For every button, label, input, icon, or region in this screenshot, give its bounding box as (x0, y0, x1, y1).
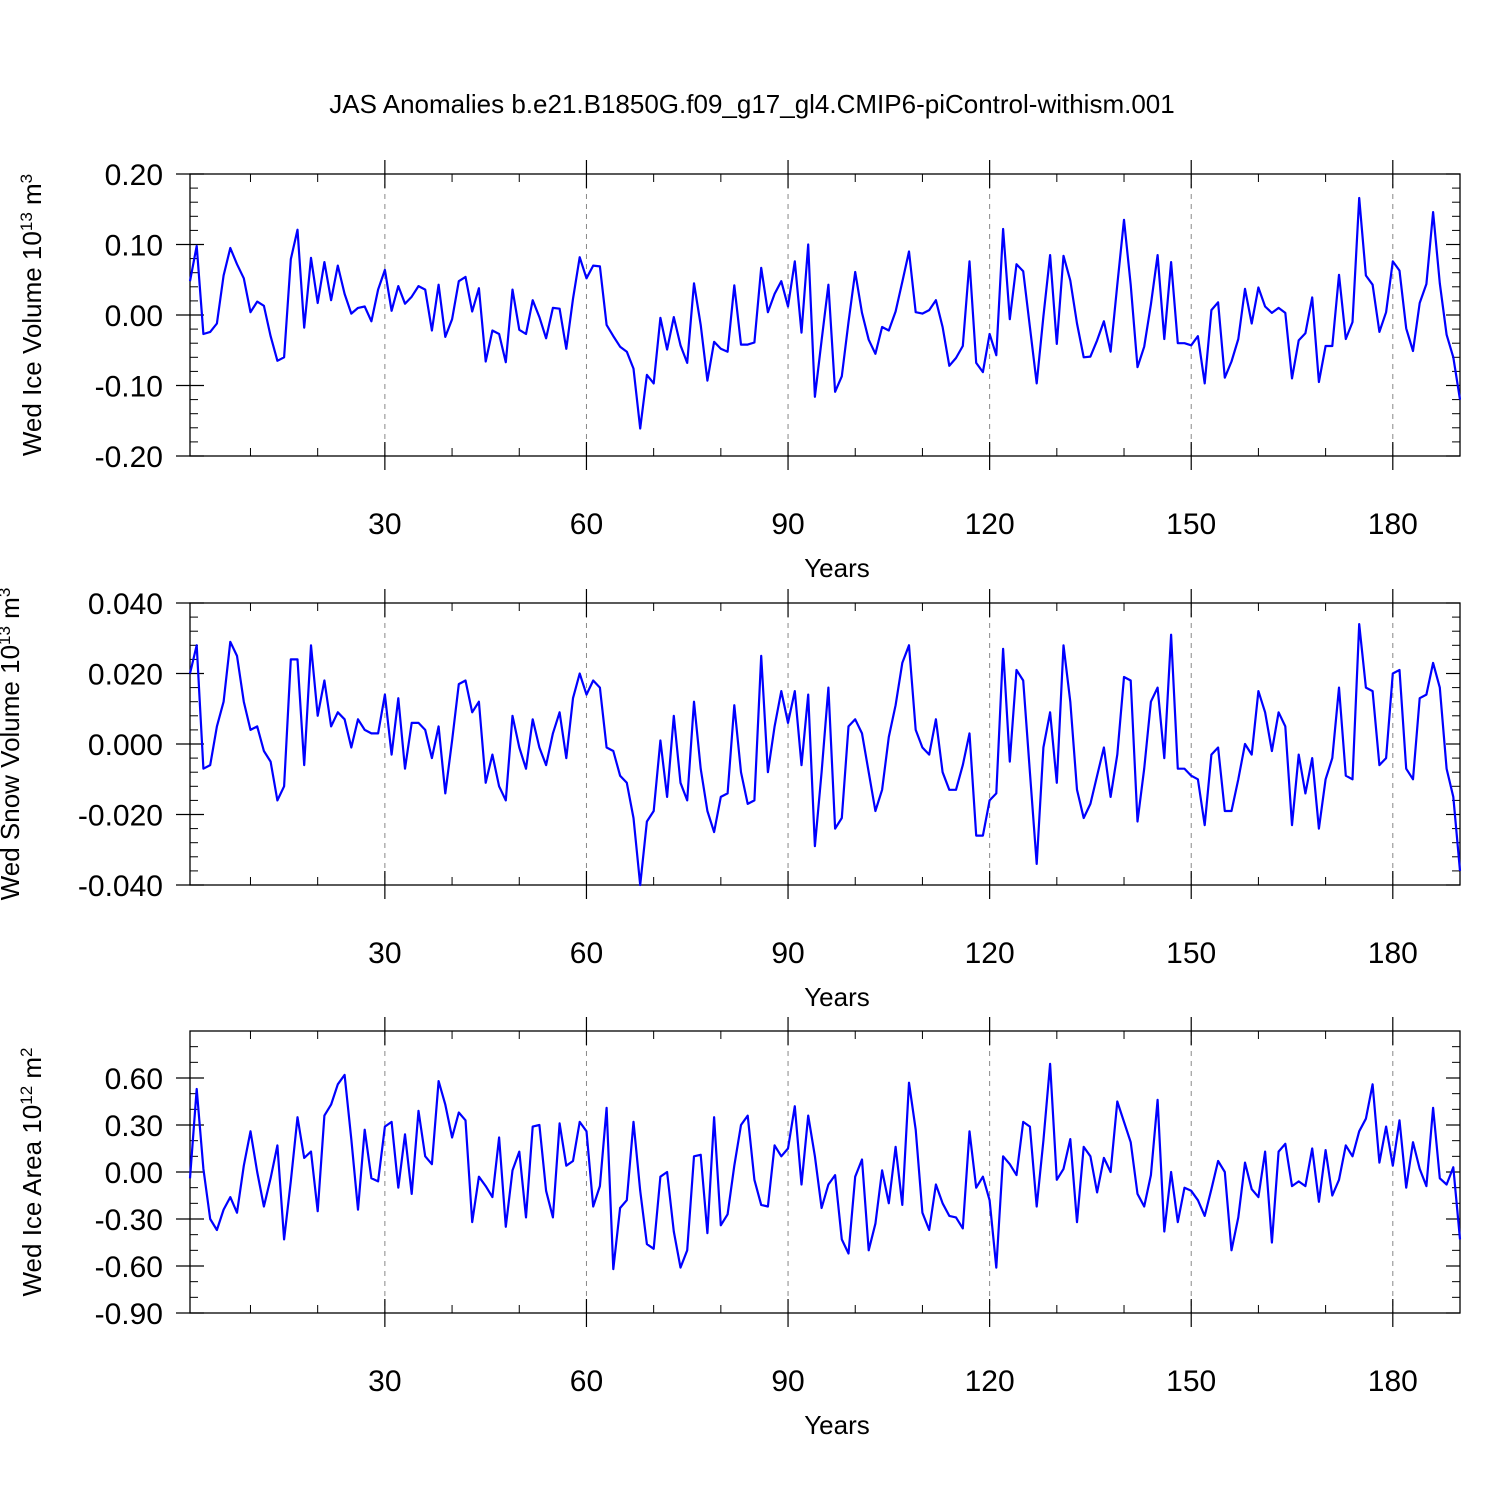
y-axis-label-exponent: 12 (17, 1086, 36, 1105)
y-axis-label-unit: m (17, 1057, 47, 1086)
y-tick-label: 0.60 (105, 1063, 163, 1096)
y-axis-label-unit-exponent: 2 (17, 1047, 36, 1056)
x-axis-label: Years (804, 982, 870, 1012)
y-axis-label-exponent: 13 (17, 212, 36, 231)
panel-ice-volume: -0.20 -0.10 0.00 0.10 0.20 30 60 90 120 150 180 Yea… (17, 159, 1462, 583)
x-tick-label: 90 (771, 508, 804, 541)
x-tick-label: 180 (1368, 937, 1418, 970)
x-tick-label: 60 (570, 1365, 603, 1398)
plot-frame (189, 602, 1461, 886)
y-axis-label-text: Wed Snow Volume 10 (0, 645, 25, 900)
y-tick-label: -0.20 (95, 441, 163, 474)
x-tick-label: 30 (368, 1365, 401, 1398)
y-tick-label: -0.020 (78, 800, 163, 833)
y-tick-label: -0.60 (95, 1251, 163, 1284)
x-tick-label: 120 (965, 508, 1015, 541)
x-tick-label: 120 (965, 1365, 1015, 1398)
y-axis-label-unit: m (0, 597, 25, 626)
y-tick-label: -0.90 (95, 1298, 163, 1331)
y-tick-label: -0.040 (78, 870, 163, 903)
y-tick-label: -0.30 (95, 1204, 163, 1237)
y-tick-label: 0.000 (88, 729, 163, 762)
x-tick-label: 150 (1166, 508, 1216, 541)
y-tick-label: 0.00 (105, 1157, 163, 1190)
series-line (188, 196, 1462, 430)
x-tick-label: 150 (1166, 937, 1216, 970)
y-axis-label: Wed Snow Volume 1013 m3 (0, 588, 25, 901)
x-tick-label: 90 (771, 937, 804, 970)
series-line (188, 622, 1462, 887)
series-line (188, 1062, 1462, 1271)
x-axis-label: Years (804, 553, 870, 583)
figure-title: JAS Anomalies b.e21.B1850G.f09_g17_gl4.C… (329, 89, 1174, 119)
y-tick-label: 0.30 (105, 1110, 163, 1143)
panel-snow-volume: -0.040 -0.020 0.000 0.020 0.040 30 60 90 120 150 1… (0, 588, 1462, 1012)
x-tick-label: 30 (368, 508, 401, 541)
x-tick-label: 120 (965, 937, 1015, 970)
y-tick-label: 0.10 (105, 230, 163, 263)
y-tick-label: 0.020 (88, 659, 163, 692)
x-tick-label: 150 (1166, 1365, 1216, 1398)
x-tick-label: 90 (771, 1365, 804, 1398)
x-tick-label: 30 (368, 937, 401, 970)
y-axis-label-text: Wed Ice Volume 10 (17, 231, 47, 456)
y-tick-label: 0.20 (105, 159, 163, 192)
x-tick-label: 60 (570, 508, 603, 541)
panel-ice-area: -0.90 -0.60 -0.30 0.00 0.30 0.60 30 60 90 120 150 1… (17, 1017, 1462, 1440)
plot-frame (189, 1030, 1461, 1314)
y-axis-label-unit-exponent: 3 (0, 588, 14, 597)
y-axis-label-text: Wed Ice Area 10 (17, 1105, 47, 1297)
x-axis-label: Years (804, 1410, 870, 1440)
y-axis-label: Wed Ice Volume 1013 m3 (17, 174, 48, 456)
x-tick-label: 60 (570, 937, 603, 970)
y-tick-label: -0.10 (95, 371, 163, 404)
x-tick-label: 180 (1368, 1365, 1418, 1398)
y-axis-label-exponent: 13 (0, 626, 14, 645)
y-axis-label-unit-exponent: 3 (17, 174, 36, 183)
y-axis-label-unit: m (17, 183, 47, 212)
y-tick-label: 0.040 (88, 588, 163, 621)
x-tick-label: 180 (1368, 508, 1418, 541)
y-axis-label: Wed Ice Area 1012 m2 (17, 1047, 48, 1296)
y-tick-label: 0.00 (105, 300, 163, 333)
